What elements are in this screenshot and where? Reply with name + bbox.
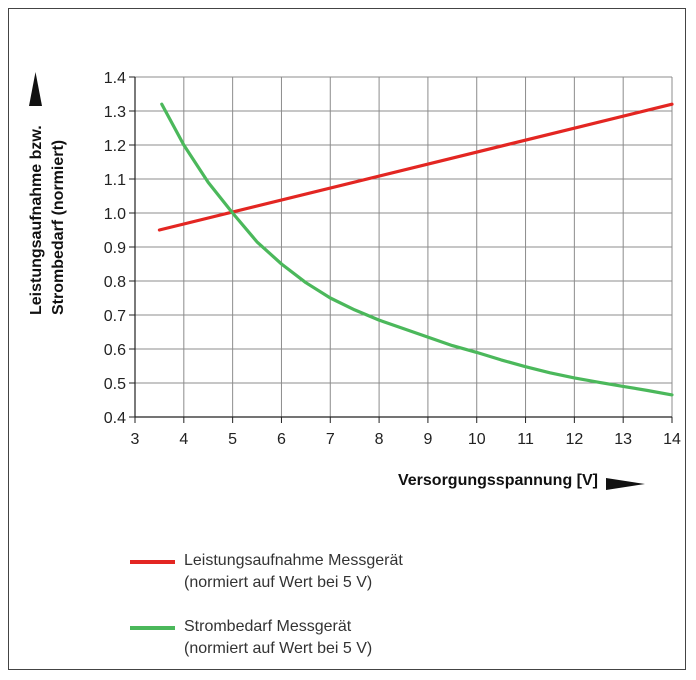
y-tick-label: 0.8 [104,274,126,291]
legend-swatch-green [130,626,175,630]
legend-label: Leistungsaufnahme Messgerät [184,552,403,569]
legend-note: (normiert auf Wert bei 5 V) [184,574,373,591]
y-tick-label: 1.0 [104,206,126,223]
x-tick-label: 6 [277,431,286,448]
x-axis-arrow-icon [606,478,645,490]
x-tick-label: 5 [228,431,237,448]
y-tick-label: 1.1 [104,172,126,189]
legend-swatch-red [130,560,175,564]
x-axis-title: Versorgungsspannung [V] [398,472,598,489]
x-tick-label: 11 [517,431,534,448]
y-tick-label: 1.2 [104,138,126,155]
y-tick-label: 0.5 [104,376,126,393]
x-tick-label: 7 [326,431,335,448]
y-tick-label: 0.6 [104,342,126,359]
series-lines [157,102,674,397]
x-tick-label: 8 [375,431,384,448]
y-axis-title-line1: Leistungsaufnahme bzw. [28,125,45,315]
x-tick-label: 13 [614,431,632,448]
y-tick-label: 0.7 [104,308,126,325]
grid [134,76,673,418]
chart-frame [8,8,686,670]
legend-note: (normiert auf Wert bei 5 V) [184,640,373,657]
y-tick-label: 0.9 [104,240,126,257]
y-axis-ticks: 0.4 0.5 0.6 0.7 0.8 0.9 1.0 1.1 1.2 1.3 1.4 [104,70,135,427]
y-tick-label: 0.4 [104,410,126,427]
x-tick-label: 14 [663,431,681,448]
series-line-0 [157,102,674,232]
legend-label: Strombedarf Messgerät [184,618,352,635]
x-tick-label: 10 [468,431,486,448]
x-tick-label: 4 [179,431,188,448]
x-tick-label: 3 [131,431,140,448]
y-axis-title-line2: Strombedarf (normiert) [50,140,67,315]
series-line-1 [160,102,674,397]
y-tick-label: 1.3 [104,104,126,121]
y-tick-label: 1.4 [104,70,126,87]
x-tick-label: 9 [423,431,432,448]
x-tick-label: 12 [565,431,583,448]
y-axis-arrow-icon [29,72,42,106]
x-axis-ticks: 3 4 5 6 7 8 9 10 11 12 13 14 [131,417,681,448]
